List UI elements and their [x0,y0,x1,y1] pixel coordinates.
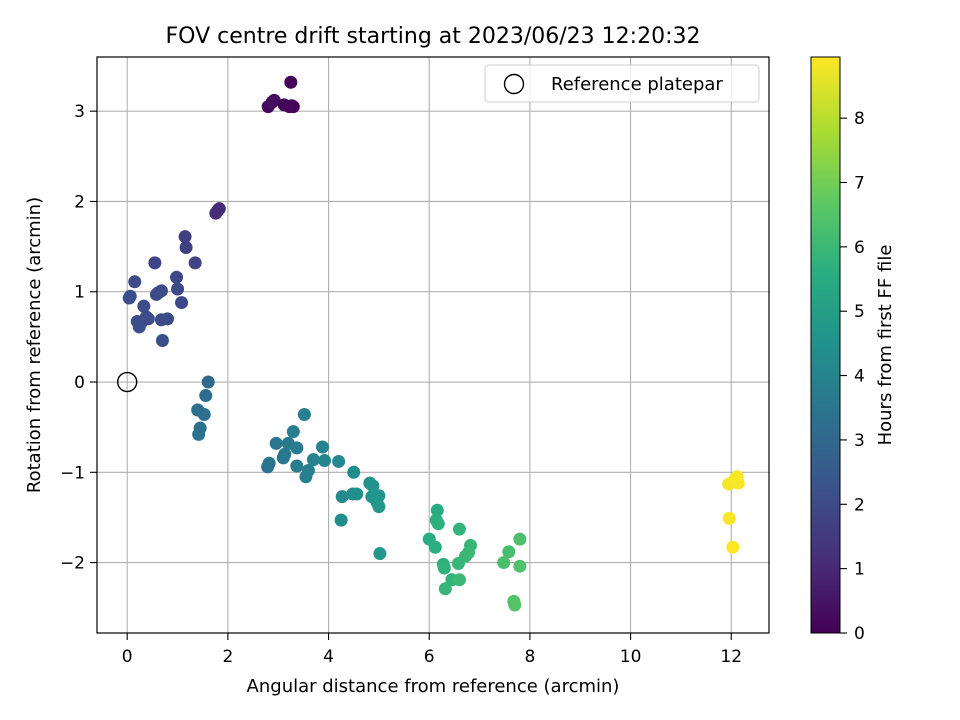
data-point [452,522,466,536]
y-axis-label: Rotation from reference (arcmin) [24,197,45,493]
data-point [192,427,206,441]
data-point [179,240,193,254]
plot-frame [96,56,770,634]
data-point [513,532,527,546]
data-point [347,465,361,479]
data-point [431,517,445,531]
data-point [290,441,304,455]
y-tick-label: 2 [74,192,85,212]
data-point [284,75,298,89]
x-axis-ticks: 0 2 4 6 8 10 12 [122,633,742,667]
data-point [175,296,189,310]
data-point [334,513,348,527]
data-point [366,479,380,493]
data-point [332,454,346,468]
data-point [286,425,300,439]
data-point [148,256,162,270]
x-tick-label: 10 [620,647,642,667]
y-tick-label: −1 [60,463,85,483]
y-axis-ticks: −2 −1 0 1 2 3 [60,102,97,574]
x-tick-label: 12 [720,647,742,667]
data-point [261,460,275,474]
data-point [155,333,169,347]
data-point [502,545,516,559]
data-point [318,454,332,468]
colorbar-tick-label: 0 [854,624,865,644]
y-tick-label: 3 [74,102,85,122]
colorbar-tick-label: 6 [854,238,865,258]
x-tick-label: 2 [222,647,233,667]
x-axis-label: Angular distance from reference (arcmin) [247,676,620,697]
data-point [730,470,744,484]
data-point [267,93,281,107]
data-point [722,511,736,525]
data-point [132,320,146,334]
data-point [149,287,163,301]
colorbar-tick-label: 1 [854,560,865,580]
data-point [141,312,155,326]
y-tick-label: 1 [74,283,85,303]
reference-marker [117,371,138,393]
colorbar-ticks: 0 1 2 3 4 5 6 7 8 [840,109,865,644]
data-point [373,547,387,561]
data-point [297,408,311,422]
data-point [513,559,527,573]
data-points [122,75,745,612]
y-tick-label: 0 [74,373,85,393]
data-point [306,453,320,467]
grid-lines [97,57,769,633]
x-tick-label: 6 [424,647,435,667]
chart-title: FOV centre drift starting at 2023/06/23 … [166,24,701,49]
data-point [452,573,466,587]
data-point [269,436,283,450]
data-point [497,556,511,570]
data-point [188,256,202,270]
data-point [122,291,136,305]
colorbar-tick-label: 4 [854,367,865,387]
colorbar-tick-label: 5 [854,302,865,322]
legend-reference-marker [503,73,525,95]
colorbar-label: Hours from first FF file [875,245,896,446]
data-point [350,487,364,501]
colorbar-tick-label: 3 [854,431,865,451]
data-point [430,503,444,517]
x-tick-label: 0 [122,647,133,667]
colorbar [810,56,841,634]
data-point [160,312,174,326]
reference-point [117,371,138,393]
data-point [726,540,740,554]
data-point [170,270,184,284]
y-tick-label: −2 [60,554,85,574]
legend: Reference platepar [484,64,760,103]
data-point [299,470,313,484]
data-point [508,598,522,612]
data-point [437,561,451,575]
data-point [316,440,330,454]
data-point [197,408,211,422]
colorbar-tick-label: 2 [854,495,865,515]
x-tick-label: 4 [323,647,334,667]
colorbar-tick-label: 7 [854,173,865,193]
legend-reference-label: Reference platepar [551,74,723,95]
data-point [137,299,151,313]
data-point [290,459,304,473]
colorbar-tick-label: 8 [854,109,865,129]
data-point [199,389,213,403]
data-point [178,230,192,244]
data-point [171,282,185,296]
data-point [201,375,215,389]
data-point [428,540,442,554]
data-point [335,490,349,504]
data-point [282,100,296,114]
data-point [451,556,465,570]
data-point [211,203,225,217]
data-point [128,275,142,289]
x-tick-label: 8 [524,647,535,667]
data-point [438,582,452,596]
data-point [372,500,386,514]
legend-box [484,64,760,103]
data-point [276,451,290,465]
